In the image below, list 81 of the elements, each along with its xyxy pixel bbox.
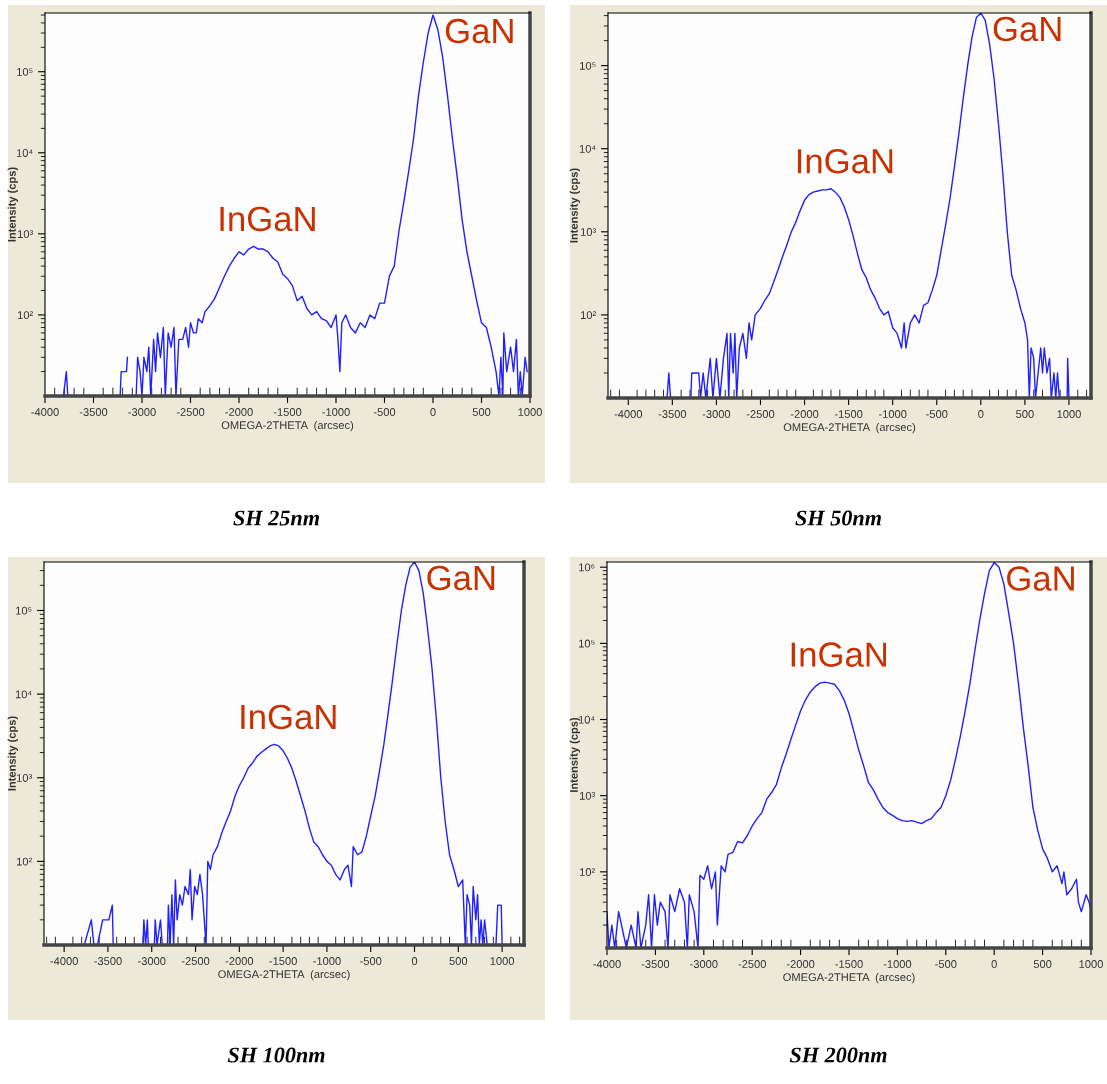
annotation: GaN (427, 565, 495, 591)
y-tick-label: 10⁴ (579, 144, 596, 153)
x-tick-label: -3500 (79, 408, 108, 416)
y-tick-label: 10³ (580, 228, 596, 236)
text: SH 200nm (789, 1047, 887, 1063)
y-tick-label: 10⁵ (16, 606, 32, 615)
annotation: InGaN (220, 206, 315, 232)
x-tick-label: -2500 (176, 408, 205, 416)
x-tick-label: -4000 (50, 957, 78, 965)
x-tick-label: -3000 (138, 957, 166, 965)
x-tick-label: 500 (1016, 410, 1034, 418)
x-tick-label: 1000 (518, 408, 542, 416)
x-tick-label: -2500 (746, 410, 775, 418)
annotation: GaN (445, 18, 513, 44)
x-tick-label: -2000 (225, 957, 254, 965)
y-tick-label: 10² (17, 311, 33, 320)
y-tick-label: 10³ (579, 791, 595, 800)
x-tick-label: -3500 (658, 410, 687, 418)
y-axis-title: Intensity (cps) (7, 167, 18, 242)
annotation: GaN (1007, 566, 1074, 591)
x-tick-label: -3500 (94, 957, 122, 965)
annotation: InGaN (797, 148, 893, 174)
x-tick-label: -1500 (273, 408, 302, 416)
y-tick-label: 10⁶ (579, 563, 595, 572)
y-tick-label: 10⁵ (17, 67, 33, 76)
x-axis-title: OMEGA-2THETA (arcsec) (221, 420, 354, 432)
x-tick-label: -1000 (883, 960, 912, 968)
y-tick-label: 10³ (17, 230, 33, 238)
x-tick-label: -4000 (593, 960, 621, 968)
y-axis-title: Intensity (cps) (7, 716, 18, 791)
text: SH 100nm (227, 1047, 325, 1063)
y-axis-title: Intensity (cps) (569, 717, 580, 792)
x-tick-label: -3000 (128, 408, 156, 416)
y-tick-label: 10⁴ (15, 690, 32, 699)
x-tick-label: -4000 (614, 410, 643, 418)
x-tick-label: 500 (472, 408, 491, 416)
x-tick-label: -1500 (835, 960, 863, 968)
x-tick-label: -2000 (790, 410, 819, 418)
x-axis-title: OMEGA-2THETA (arcsec) (218, 969, 350, 981)
x-tick-label: -1000 (313, 957, 341, 965)
x-tick-label: -500 (935, 960, 957, 968)
annotation: InGaN (791, 642, 887, 667)
x-tick-label: 1000 (1079, 960, 1103, 968)
x-tick-label: 0 (991, 960, 997, 968)
y-tick-label: 10⁵ (579, 639, 595, 648)
y-tick-label: 10² (580, 311, 596, 320)
y-tick-label: 10⁴ (16, 149, 33, 157)
text: SH 50nm (795, 510, 881, 526)
x-tick-label: -500 (926, 410, 948, 418)
x-tick-label: -2000 (225, 408, 253, 416)
x-axis-title: OMEGA-2THETA (arcsec) (783, 422, 916, 434)
x-tick-label: -500 (373, 408, 396, 416)
x-tick-label: -4000 (31, 408, 59, 416)
x-axis-title: OMEGA-2THETA (arcsec) (783, 972, 915, 984)
y-axis-title: Intensity (cps) (569, 168, 580, 243)
y-tick-label: 10² (16, 857, 32, 866)
y-tick-label: 10³ (16, 774, 32, 782)
x-tick-label: 1000 (490, 957, 515, 965)
y-tick-label: 10⁴ (578, 715, 595, 724)
y-tick-label: 10⁵ (580, 61, 596, 70)
x-tick-label: -3500 (641, 960, 670, 968)
x-tick-label: -1500 (834, 410, 863, 418)
x-tick-label: -2500 (181, 957, 210, 965)
x-tick-label: 0 (411, 957, 418, 965)
x-tick-label: 0 (978, 410, 984, 418)
x-tick-label: -2500 (738, 960, 766, 968)
y-tick-label: 10² (579, 868, 595, 876)
x-tick-label: -1000 (878, 410, 907, 418)
x-tick-label: -1500 (269, 957, 297, 965)
x-tick-label: 500 (449, 957, 468, 965)
text: SH 25nm (233, 510, 319, 526)
x-tick-label: 500 (1033, 960, 1052, 968)
x-tick-label: -2000 (786, 960, 815, 968)
annotation: InGaN (241, 704, 336, 730)
x-tick-label: -3000 (690, 960, 718, 968)
annotation: GaN (993, 16, 1061, 42)
x-tick-label: -3000 (702, 410, 731, 418)
x-tick-label: 1000 (1057, 410, 1081, 418)
x-tick-label: -1000 (322, 408, 350, 416)
x-tick-label: -500 (360, 957, 382, 965)
x-tick-label: 0 (430, 408, 436, 416)
